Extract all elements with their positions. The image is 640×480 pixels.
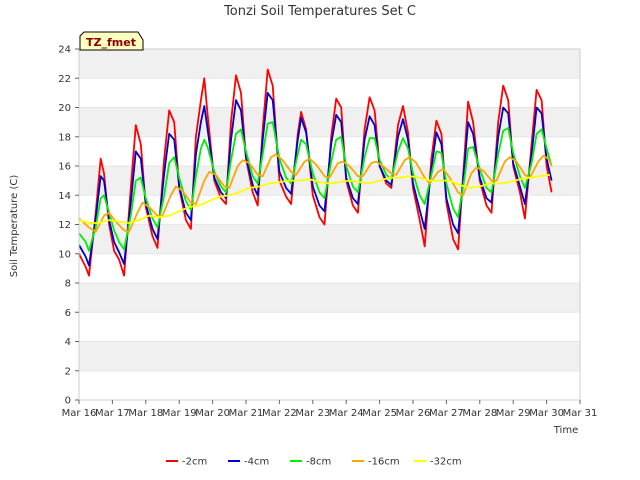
series-line-minus-16cm bbox=[78, 153, 553, 233]
legend-label: -4cm bbox=[244, 457, 269, 468]
x-tick-label: Mar 27 bbox=[429, 408, 464, 419]
y-tick-label: 6 bbox=[65, 308, 71, 319]
x-tick-label: Mar 21 bbox=[229, 408, 264, 419]
grid-bands bbox=[79, 48, 580, 401]
x-tick-label: Mar 18 bbox=[128, 408, 163, 419]
x-tick-label: Mar 17 bbox=[95, 408, 130, 419]
grid-band bbox=[79, 283, 580, 313]
grid-band bbox=[79, 341, 580, 371]
x-tick-label: Mar 28 bbox=[462, 408, 497, 419]
grid-band bbox=[79, 224, 580, 254]
y-tick-label: 12 bbox=[58, 220, 71, 231]
x-tick-label: Mar 26 bbox=[396, 408, 431, 419]
grid-band bbox=[79, 49, 580, 79]
site-label-box: TZ_fmet bbox=[79, 31, 144, 51]
x-tick-label: Mar 23 bbox=[295, 408, 330, 419]
y-tick-label: 24 bbox=[58, 45, 71, 56]
y-tick-label: 18 bbox=[58, 132, 71, 143]
x-tick-label: Mar 20 bbox=[195, 408, 230, 419]
x-tick-label: Mar 22 bbox=[262, 408, 297, 419]
x-axis-title: Time bbox=[553, 425, 578, 436]
x-tick-label: Mar 24 bbox=[329, 408, 364, 419]
chart-title: Tonzi Soil Temperatures Set C bbox=[223, 4, 416, 19]
y-tick-label: 20 bbox=[58, 103, 71, 114]
x-tick-label: Mar 30 bbox=[529, 408, 564, 419]
legend: -2cm -4cm -8cm -16cm -32cm bbox=[166, 457, 462, 468]
grid-band bbox=[79, 107, 580, 137]
y-axis-title: Soil Temperature (C) bbox=[9, 175, 20, 278]
series-lines bbox=[78, 68, 553, 277]
y-tick-label: 2 bbox=[65, 366, 71, 377]
y-tick-label: 4 bbox=[65, 337, 71, 348]
x-tick-label: Mar 31 bbox=[563, 408, 598, 419]
x-tick-label: Mar 29 bbox=[496, 408, 531, 419]
y-tick-label: 22 bbox=[58, 74, 71, 85]
legend-label: -2cm bbox=[182, 457, 207, 468]
y-tick-label: 8 bbox=[65, 279, 71, 290]
x-tick-label: Mar 16 bbox=[62, 408, 97, 419]
legend-label: -16cm bbox=[368, 457, 400, 468]
x-tick-label: Mar 25 bbox=[362, 408, 397, 419]
legend-label: -32cm bbox=[430, 457, 462, 468]
y-tick-label: 0 bbox=[65, 396, 71, 407]
legend-label: -8cm bbox=[306, 457, 331, 468]
series-line-minus-32cm bbox=[78, 173, 551, 224]
y-tick-label: 16 bbox=[58, 162, 71, 173]
x-tick-label: Mar 19 bbox=[162, 408, 197, 419]
y-tick-label: 10 bbox=[58, 249, 71, 260]
site-label: TZ_fmet bbox=[86, 36, 136, 49]
y-tick-label: 14 bbox=[58, 191, 71, 202]
